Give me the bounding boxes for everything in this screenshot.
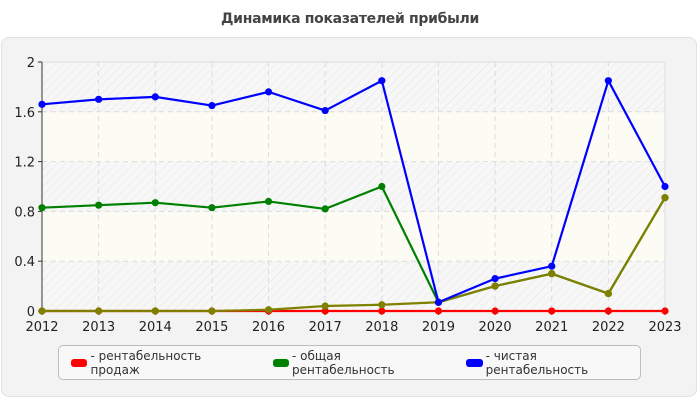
data-point[interactable] [548,270,556,278]
data-point[interactable] [548,262,556,270]
x-tick-label: 2013 [82,320,115,335]
data-point[interactable] [38,100,46,108]
data-point[interactable] [151,199,159,207]
data-point[interactable] [491,282,499,290]
legend-swatch-red [71,358,88,367]
x-tick-label: 2019 [422,320,455,335]
x-tick-label: 2020 [479,320,512,335]
legend-label: - общая рентабельность [292,348,395,377]
data-point[interactable] [321,106,329,115]
plot-area [41,61,666,312]
legend: - рентабельность продаж - общая рентабел… [58,345,641,380]
data-point[interactable] [491,275,499,283]
x-tick-label: 2022 [592,320,625,335]
x-tick-label: 2016 [252,320,285,335]
y-tick-label: 0.4 [14,255,35,270]
x-tick-label: 2023 [648,320,681,335]
chart-title: Динамика показателей прибыли [221,11,479,27]
y-tick-label: 1.2 [14,156,35,171]
data-point[interactable] [434,307,443,315]
data-point[interactable] [95,307,103,315]
data-point[interactable] [208,307,216,315]
legend-label: - рентабельность продаж [90,348,202,377]
y-tick-label: 1.6 [14,106,35,121]
legend-item-sales-profitability[interactable]: - рентабельность продаж [71,349,241,377]
data-point[interactable] [38,307,46,315]
x-tick-label: 2017 [309,320,342,335]
y-tick-label: 0 [27,305,35,320]
data-point[interactable] [321,302,329,310]
data-point[interactable] [378,182,386,191]
data-point[interactable] [661,194,669,202]
legend-item-overall-profitability[interactable]: - общая рентабельность [272,348,435,377]
data-point[interactable] [151,307,159,315]
data-point[interactable] [208,101,216,110]
data-point[interactable] [548,307,556,315]
data-point[interactable] [264,306,273,314]
x-tick-label: 2021 [535,320,568,335]
series-line [38,77,669,306]
series-line [38,194,669,315]
legend-swatch-green [272,358,290,367]
data-point[interactable] [264,197,273,206]
data-point[interactable] [604,307,612,315]
data-point[interactable] [151,93,159,101]
data-point[interactable] [321,307,329,315]
data-point[interactable] [378,301,386,309]
data-point[interactable] [321,205,329,213]
data-point[interactable] [434,298,443,306]
y-tick-label: 0.8 [14,205,35,220]
legend-swatch-blue [466,358,483,367]
data-point[interactable] [604,289,612,298]
y-tick-label: 2 [27,56,35,71]
legend-label: - чистая рентабельность [485,348,589,377]
data-point[interactable] [95,95,103,103]
data-series [38,77,669,315]
axes: 0 0.4 0.8 1.2 1.6 2 2012 2013 2014 2015 2016 2017 20… [14,56,681,335]
data-point[interactable] [604,77,612,85]
data-point[interactable] [491,307,499,315]
data-point[interactable] [38,204,46,212]
data-point[interactable] [264,88,273,96]
x-tick-label: 2014 [139,320,172,335]
data-point[interactable] [378,77,386,85]
data-point[interactable] [378,307,386,315]
x-tick-label: 2018 [365,320,398,335]
data-point[interactable] [208,204,216,212]
data-point[interactable] [661,307,669,315]
legend-item-net-profitability[interactable]: - чистая рентабельность [466,349,630,377]
x-tick-label: 2015 [195,320,228,335]
data-point[interactable] [661,182,669,191]
data-point[interactable] [95,201,103,209]
x-tick-label: 2012 [25,320,58,335]
